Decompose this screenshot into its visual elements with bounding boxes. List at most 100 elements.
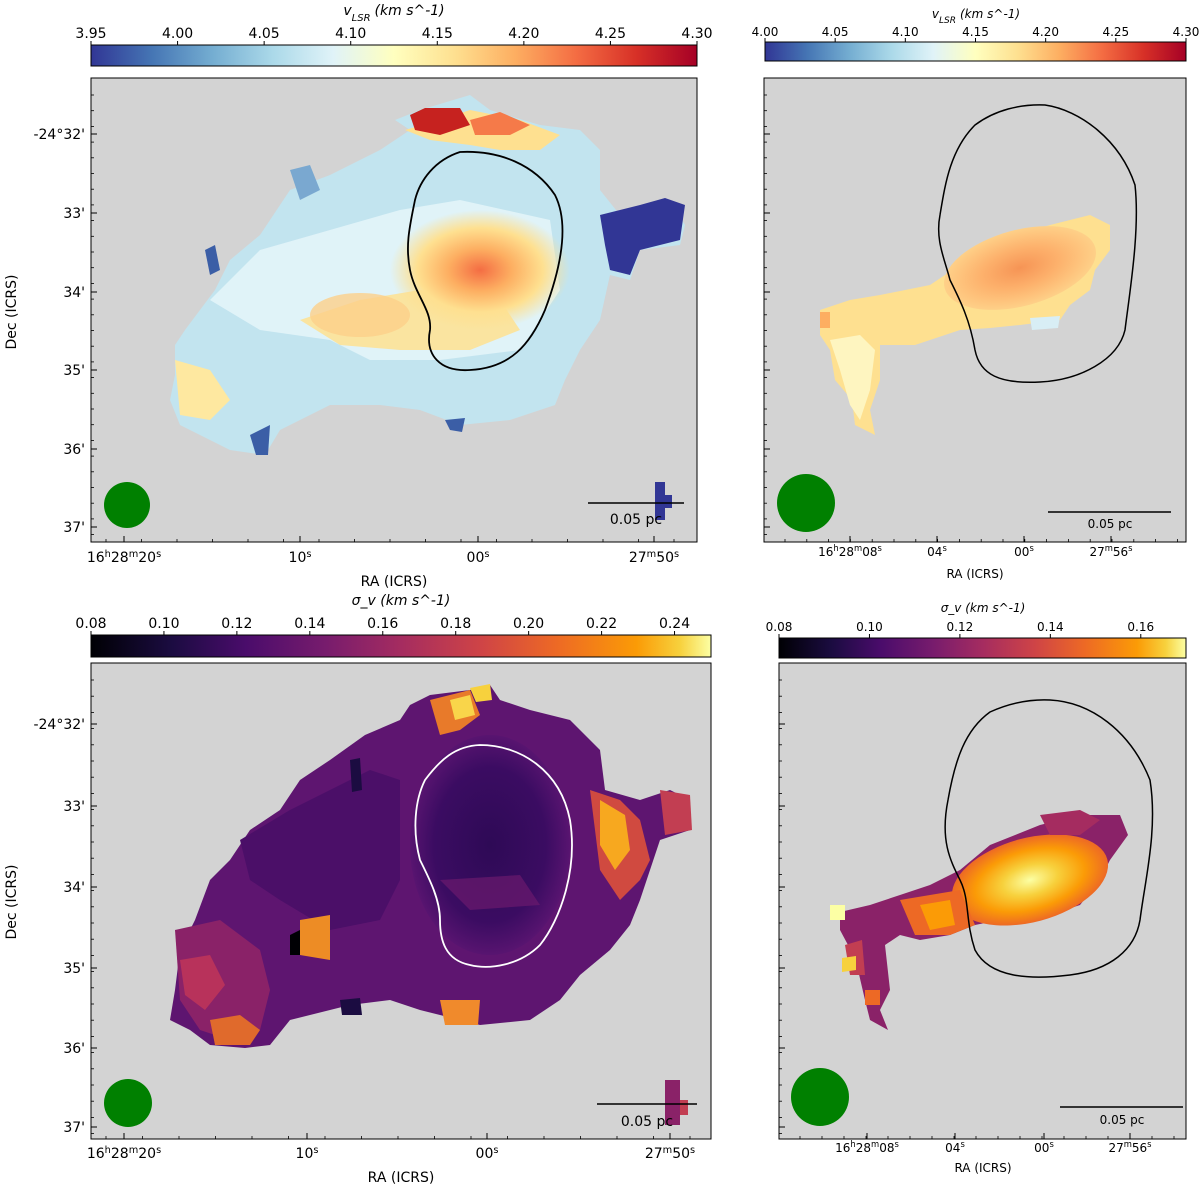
y-tick-label: 33'	[63, 206, 85, 222]
sigma-left-colorbar-label: σ_v (km s^-1)	[352, 593, 451, 609]
colorbar-tick-label: 0.08	[75, 616, 106, 632]
colorbar-tick-label: 0.16	[1127, 620, 1154, 634]
vlsr-right-y-ticks	[764, 94, 770, 535]
y-tick-label: 34'	[63, 880, 85, 896]
y-tick-label: -24°32'	[33, 717, 85, 733]
vlsr-right-xlabel: RA (ICRS)	[946, 567, 1003, 581]
colorbar-tick-label: 0.12	[947, 620, 974, 634]
sigma-left-ylabel: Dec (ICRS)	[4, 865, 20, 940]
x-tick-label: 27m50s	[645, 1145, 695, 1163]
x-tick-label: 00s	[467, 549, 490, 567]
x-tick-label: 00s	[476, 1145, 499, 1163]
colorbar-tick-label: 0.24	[659, 616, 690, 632]
sigma-left-scalebar-label: 0.05 pc	[621, 1114, 673, 1130]
colorbar-tick-label: 0.10	[148, 616, 179, 632]
colorbar-tick-label: 0.12	[221, 616, 252, 632]
y-tick-label: 35'	[63, 961, 85, 977]
sigma-right-colorbar-ticks: 0.08 0.10 0.12 0.14 0.16	[766, 620, 1154, 638]
colorbar-tick-label: 0.20	[513, 616, 544, 632]
vlsr-left-x-ticks: 16h28m20s 10s 00s 27m50s	[87, 536, 679, 566]
colorbar-tick-label: 0.14	[1037, 620, 1064, 634]
colorbar-tick-label: 4.25	[1102, 25, 1129, 39]
sigma-right-scalebar-label: 0.05 pc	[1100, 1113, 1145, 1127]
sigma-right-x-ticks: 16h28m08s 04s 00s 27m56s	[799, 1133, 1175, 1155]
y-tick-label: 37'	[63, 1120, 85, 1136]
vlsr-right-panel: 4.00 4.05 4.10 4.15 4.20 4.25 4.30 vLSR (km s^-…	[752, 7, 1200, 581]
y-tick-label: 36'	[63, 1041, 85, 1057]
vlsr-right-contour	[937, 104, 1138, 384]
sigma-left-x-ticks: 16h28m20s 10s 00s 27m50s	[87, 1133, 695, 1162]
vlsr-right-x-ticks: 16h28m08s 04s 00s 27m56s	[784, 536, 1178, 559]
colorbar-tick-label: 0.10	[856, 620, 883, 634]
x-tick-label: 27m56s	[1108, 1139, 1151, 1155]
sigma-left-colorbar-gradient	[90, 634, 712, 658]
sigma-right-colorbar-label: σ_v (km s^-1)	[941, 601, 1026, 615]
colorbar-tick-label: 4.05	[822, 25, 849, 39]
colorbar-tick-label: 4.00	[162, 26, 193, 42]
vlsr-left-ylabel: Dec (ICRS)	[4, 275, 20, 350]
sigma-right-map-emission	[830, 810, 1128, 1030]
colorbar-tick-label: 4.30	[681, 26, 712, 42]
x-tick-label: 00s	[1034, 1139, 1054, 1155]
vlsr-right-colorbar-ticks: 4.00 4.05 4.10 4.15 4.20 4.25 4.30	[752, 25, 1200, 42]
colorbar-tick-label: 4.00	[752, 25, 779, 39]
y-tick-label: 37'	[63, 520, 85, 536]
y-tick-label: 35'	[63, 363, 85, 379]
sigma-left-colorbar: 0.08 0.10 0.12 0.14 0.16 0.18 0.20 0.22 0.24 σ_v…	[75, 593, 712, 658]
sigma-right-beam	[791, 1068, 849, 1126]
colorbar-tick-label: 0.18	[440, 616, 471, 632]
vlsr-left-scalebar-label: 0.05 pc	[610, 512, 662, 528]
y-tick-label: 33'	[63, 799, 85, 815]
sigma-right-colorbar: 0.08 0.10 0.12 0.14 0.16 σ_v (km s^-1)	[766, 601, 1187, 659]
y-tick-label: -24°32'	[33, 127, 85, 143]
vlsr-right-beam	[777, 474, 835, 532]
colorbar-tick-label: 0.16	[367, 616, 398, 632]
sigma-left-map-emission	[170, 684, 692, 1125]
x-tick-label: 04s	[927, 543, 947, 559]
vlsr-left-colorbar-ticks: 3.95 4.00 4.05 4.10 4.15 4.20 4.25 4.30	[75, 26, 713, 45]
x-tick-label: 10s	[289, 549, 312, 567]
sigma-left-y-ticks: -24°32' 33' 34' 35' 36' 37'	[33, 679, 97, 1136]
sigma-right-contour	[944, 699, 1154, 978]
sigma-left-xlabel: RA (ICRS)	[368, 1170, 435, 1186]
colorbar-tick-label: 0.22	[586, 616, 617, 632]
colorbar-tick-label: 4.05	[249, 26, 280, 42]
vlsr-right-map-emission	[820, 215, 1110, 435]
colorbar-tick-label: 4.30	[1173, 25, 1200, 39]
x-tick-label: 04s	[945, 1139, 965, 1155]
vlsr-left-y-ticks: -24°32' 33' 34' 35' 36' 37'	[33, 94, 97, 536]
colorbar-tick-label: 4.25	[595, 26, 626, 42]
sigma-left-panel: 0.08 0.10 0.12 0.14 0.16 0.18 0.20 0.22 0.24 σ_v…	[4, 593, 712, 1186]
x-tick-label: 10s	[296, 1145, 319, 1163]
sigma-right-xlabel: RA (ICRS)	[954, 1161, 1011, 1175]
colorbar-tick-label: 4.20	[1032, 25, 1059, 39]
colorbar-tick-label: 4.10	[335, 26, 366, 42]
x-tick-label: 27m56s	[1089, 543, 1132, 559]
vlsr-left-contour	[407, 150, 564, 371]
sigma-right-y-ticks	[779, 679, 785, 1134]
sigma-left-contour	[414, 744, 573, 968]
vlsr-left-xlabel: RA (ICRS)	[361, 574, 428, 590]
y-tick-label: 36'	[63, 442, 85, 458]
vlsr-left-colorbar-gradient	[90, 44, 698, 67]
vlsr-left-map-emission	[170, 95, 685, 520]
vlsr-right-colorbar: 4.00 4.05 4.10 4.15 4.20 4.25 4.30 vLSR (km s^-…	[752, 7, 1200, 62]
sigma-right-panel: 0.08 0.10 0.12 0.14 0.16 σ_v (km s^-1) 0.05 …	[766, 601, 1187, 1175]
x-tick-label: 00s	[1014, 543, 1034, 559]
colorbar-tick-label: 4.15	[422, 26, 453, 42]
colorbar-tick-label: 4.10	[892, 25, 919, 39]
vlsr-right-colorbar-label: vLSR (km s^-1)	[932, 7, 1020, 26]
vlsr-left-colorbar-label: vLSR (km s^-1)	[343, 3, 444, 24]
vlsr-left-panel: 3.95 4.00 4.05 4.10 4.15 4.20 4.25 4.30 vLSR (km…	[4, 3, 713, 590]
vlsr-right-scalebar-label: 0.05 pc	[1088, 517, 1133, 531]
y-tick-label: 34'	[63, 285, 85, 301]
colorbar-tick-label: 0.08	[766, 620, 793, 634]
sigma-right-colorbar-gradient	[778, 637, 1187, 659]
x-tick-label: 27m50s	[629, 549, 679, 567]
x-tick-label: 16h28m08s	[818, 543, 882, 559]
x-tick-label: 16h28m20s	[87, 1145, 161, 1163]
colorbar-tick-label: 4.15	[962, 25, 989, 39]
sigma-left-colorbar-ticks: 0.08 0.10 0.12 0.14 0.16 0.18 0.20 0.22 0.24	[75, 616, 690, 635]
vlsr-right-colorbar-gradient	[764, 41, 1187, 62]
